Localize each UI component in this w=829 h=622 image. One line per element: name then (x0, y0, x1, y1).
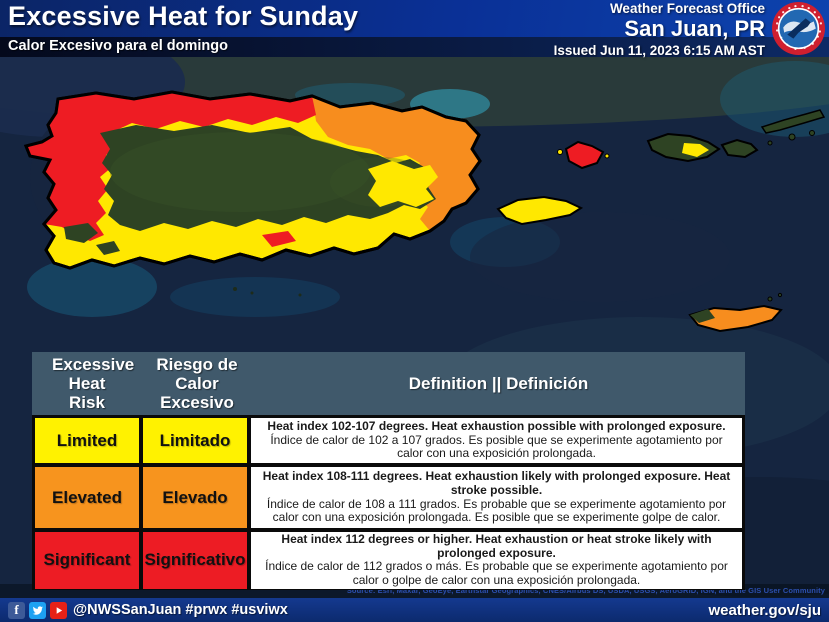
subtitle-bar: Calor Excesivo para el domingo (0, 37, 829, 57)
social-icons: f (8, 601, 67, 619)
definition-cell-elevated: Heat index 108-111 degrees. Heat exhaust… (251, 467, 742, 528)
definition-english: Heat index 108-111 degrees. Heat exhaust… (262, 469, 731, 497)
office-location: San Juan, PR (624, 15, 765, 41)
social-handle-text: @NWSSanJuan #prwx #usviwx (73, 602, 288, 618)
header-bar: Excessive Heat for Sunday (0, 0, 829, 37)
definition-spanish: Índice de calor de 108 a 111 grados. Es … (266, 496, 727, 525)
definition-english: Heat index 102-107 degrees. Heat exhaust… (267, 418, 726, 433)
table-row-limited: Limited Limitado Heat index 102-107 degr… (35, 418, 742, 463)
page-subtitle-spanish: Calor Excesivo para el domingo (8, 38, 228, 54)
risk-cell-limited-es: Limitado (143, 418, 247, 463)
definition-english: Heat index 112 degrees or higher. Heat e… (281, 532, 712, 560)
puerto-rico-island (23, 90, 482, 270)
definition-spanish: Índice de calor de 102 a 107 grados. Es … (270, 432, 723, 461)
culebra-island (557, 140, 610, 170)
zone-elevated-orange (312, 96, 480, 231)
risk-cell-significant-en: Significant (35, 532, 139, 589)
website-url: weather.gov/sju (708, 601, 821, 619)
nws-logo-icon (772, 2, 825, 55)
bvi-islands (760, 109, 826, 146)
definition-spanish: Índice de calor de 112 grados o más. Es … (265, 559, 728, 588)
office-name: Weather Forecast Office (609, 1, 765, 16)
column-header-risk-en: Excessive Heat Risk (52, 354, 135, 413)
st-thomas-island (646, 132, 721, 163)
definition-cell-significant: Heat index 112 degrees or higher. Heat e… (251, 532, 742, 589)
risk-cell-significant-es: Significativo (143, 532, 247, 589)
risk-cell-limited-en: Limited (35, 418, 139, 463)
table-header-row: Excessive Heat Risk Riesgo de Calor Exce… (32, 352, 745, 415)
page-title: Excessive Heat for Sunday (8, 1, 359, 31)
risk-cell-elevated-en: Elevated (35, 467, 139, 528)
heat-risk-table: Excessive Heat Risk Riesgo de Calor Exce… (32, 352, 745, 590)
risk-cell-elevated-es: Elevado (143, 467, 247, 528)
footer-bar: f @NWSSanJuan #prwx #usviwx weather.gov/… (0, 598, 829, 622)
twitter-icon (29, 601, 46, 619)
issued-timestamp: Issued Jun 11, 2023 6:15 AM AST (553, 42, 765, 58)
map-source-credit: Source: Esri, Maxar, GeoEye, Earthstar G… (346, 586, 825, 595)
table-body: Limited Limitado Heat index 102-107 degr… (32, 415, 745, 590)
office-block: Weather Forecast Office San Juan, PR Iss… (554, 2, 765, 57)
st-john-island (720, 138, 759, 159)
island-interior-terrain (100, 125, 436, 231)
column-header-risk-es: Riesgo de Calor Excesivo (156, 354, 238, 413)
youtube-icon (50, 601, 67, 619)
table-row-significant: Significant Significativo Heat index 112… (35, 532, 742, 589)
table-row-elevated: Elevated Elevado Heat index 108-111 degr… (35, 467, 742, 528)
zone-significant-red (26, 92, 316, 241)
facebook-icon: f (8, 601, 25, 619)
st-croix-island (688, 292, 783, 333)
vieques-island (496, 195, 584, 226)
column-header-definition: Definition || Definición (408, 373, 589, 393)
definition-cell-limited: Heat index 102-107 degrees. Heat exhaust… (251, 418, 742, 463)
